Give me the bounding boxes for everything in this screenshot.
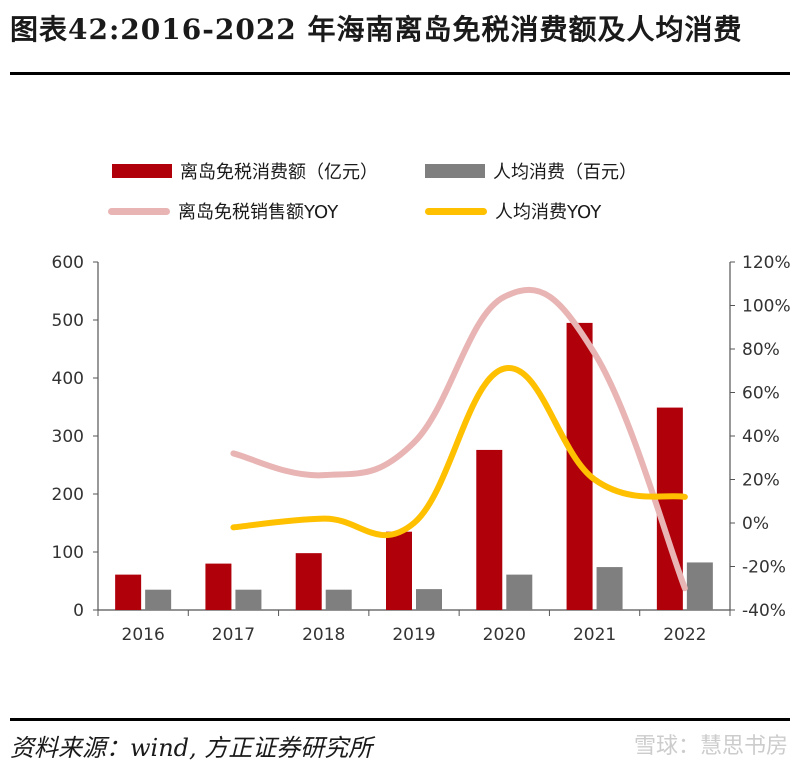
- y-right-tick-label: -20%: [742, 558, 786, 578]
- y-left-tick-label: 0: [73, 601, 84, 621]
- bar-sales: [386, 531, 412, 610]
- legend-label-sales-yoy: 离岛免税销售额YOY: [178, 202, 339, 223]
- legend-item-sales: 离岛免税消费额（亿元）: [112, 158, 378, 184]
- y-left-tick-label: 200: [52, 485, 84, 505]
- x-tick-label: 2020: [483, 625, 526, 645]
- y-left-tick-label: 400: [52, 369, 84, 389]
- x-tick-label: 2018: [302, 625, 345, 645]
- bar-per-capita: [686, 562, 713, 610]
- legend-item-per-capita: 人均消费（百元）: [425, 158, 637, 184]
- legend-label-per-capita-yoy: 人均消费YOY: [495, 202, 602, 223]
- bar-sales: [476, 449, 503, 610]
- y-right-tick-label: 120%: [742, 253, 791, 273]
- legend-item-per-capita-yoy: 人均消费YOY: [425, 198, 601, 224]
- bar-sales: [205, 563, 232, 610]
- line-sales-yoy: [230, 286, 688, 592]
- footer-divider: [10, 718, 790, 721]
- watermark: 雪球：慧思书房: [633, 734, 788, 759]
- legend-swatch-sales: [112, 164, 172, 178]
- x-tick-label: 2016: [122, 625, 165, 645]
- y-left-tick-label: 100: [52, 543, 84, 563]
- x-tick-label: 2017: [212, 625, 255, 645]
- y-left-tick-label: 300: [52, 427, 84, 447]
- legend-item-sales-yoy: 离岛免税销售额YOY: [108, 198, 338, 224]
- legend-swatch-sales-yoy: [108, 207, 170, 215]
- y-right-tick-label: 60%: [742, 384, 780, 404]
- bar-per-capita: [506, 574, 533, 610]
- line-per-capita-yoy: [230, 365, 688, 539]
- chart-legend: 离岛免税消费额（亿元） 人均消费（百元） 离岛免税销售额YOY 人均消费YOY: [0, 150, 800, 230]
- y-right-tick-label: 80%: [742, 340, 780, 360]
- y-left-tick-label: 600: [52, 253, 84, 273]
- y-right-tick-label: 40%: [742, 427, 780, 447]
- title-divider: [10, 72, 790, 75]
- bar-per-capita: [235, 589, 262, 610]
- bar-per-capita: [145, 589, 172, 610]
- y-right-tick-label: -40%: [742, 601, 786, 621]
- bar-sales: [295, 553, 322, 610]
- x-tick-label: 2019: [392, 625, 435, 645]
- legend-swatch-per-capita: [425, 164, 485, 178]
- x-tick-label: 2021: [573, 625, 616, 645]
- page-title: 图表42:2016-2022 年海南离岛免税消费额及人均消费: [10, 13, 743, 46]
- bar-per-capita: [596, 567, 623, 610]
- legend-label-per-capita: 人均消费（百元）: [493, 162, 637, 183]
- legend-swatch-per-capita-yoy: [425, 207, 487, 215]
- y-right-tick-label: 100%: [742, 297, 791, 317]
- source-note: 资料来源：wind, 方正证券研究所: [10, 734, 373, 762]
- bar-per-capita: [416, 589, 442, 610]
- y-left-tick-label: 500: [52, 311, 84, 331]
- bar-per-capita: [325, 589, 352, 610]
- x-tick-label: 2022: [663, 625, 706, 645]
- legend-label-sales: 离岛免税消费额（亿元）: [180, 162, 378, 183]
- y-right-tick-label: 0%: [742, 514, 769, 534]
- y-right-tick-label: 20%: [742, 471, 780, 491]
- bar-sales: [115, 574, 142, 610]
